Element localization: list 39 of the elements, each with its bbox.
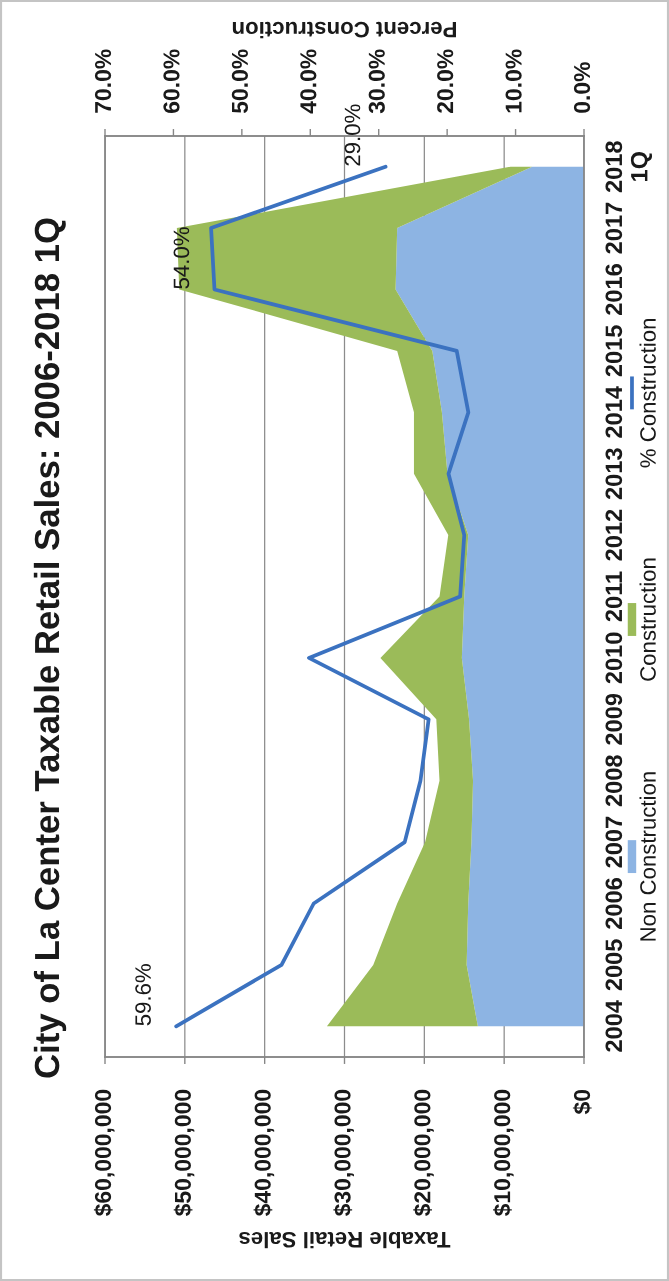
y-tick-label: 2004	[605, 1000, 623, 1052]
x2-tick-label: 70.0%	[94, 49, 112, 113]
data-label: 54.0%	[173, 227, 190, 289]
legend-label: Non Construction	[639, 772, 656, 941]
x2-tick-label: 0.0%	[573, 62, 591, 113]
legend-label: % Construction	[639, 319, 656, 468]
y-tick-label: 2017	[605, 202, 623, 254]
x-tick-label: $10,000,000	[493, 1089, 514, 1217]
y-tick-label: 2014	[605, 386, 623, 438]
y-tick-label: 2018 1Q	[605, 141, 653, 193]
x-tick-label: $50,000,000	[173, 1089, 195, 1217]
x2-tick-label: 30.0%	[368, 49, 385, 114]
x-tick-label: $40,000,000	[253, 1089, 275, 1217]
x2-tick-label: 10.0%	[505, 49, 522, 113]
y-tick-label: 2016	[605, 264, 623, 315]
text: City of La Center Taxable Retail Sales: 2006-2018 1Q	[33, 218, 67, 1078]
x2-tick-label: 40.0%	[300, 49, 317, 114]
data-label: 59.6%	[135, 964, 151, 1026]
x2-tick-label: 60.0%	[163, 49, 180, 113]
x2-axis-title: Percent Construction	[232, 21, 456, 39]
legend-label: Construction	[639, 558, 656, 681]
x-axis-title: Taxable Retail Sales	[239, 1231, 451, 1249]
x-tick-label: $20,000,000	[413, 1089, 434, 1217]
x-tick-label: $60,000,000	[93, 1089, 115, 1217]
y-tick-label: 2007	[605, 816, 623, 868]
y-tick-label: 2009	[605, 693, 623, 745]
x2-tick-label: 20.0%	[437, 49, 454, 113]
y-tick-label: 2013	[605, 448, 623, 500]
y-tick-label: 2012	[605, 509, 623, 561]
x-tick-label: $30,000,000	[333, 1089, 354, 1217]
y-tick-label: 2011	[605, 571, 623, 622]
y-tick-label: 2008	[605, 755, 623, 807]
y-tick-label: 2010	[605, 632, 623, 684]
y-tick-label: 2005	[605, 939, 623, 991]
x2-tick-label: 50.0%	[231, 49, 249, 114]
data-label: 29.0%	[344, 104, 361, 166]
y-tick-label: 2006	[605, 878, 623, 929]
y-tick-label: 2015	[605, 325, 623, 377]
x-tick-label: $0	[572, 1089, 592, 1115]
